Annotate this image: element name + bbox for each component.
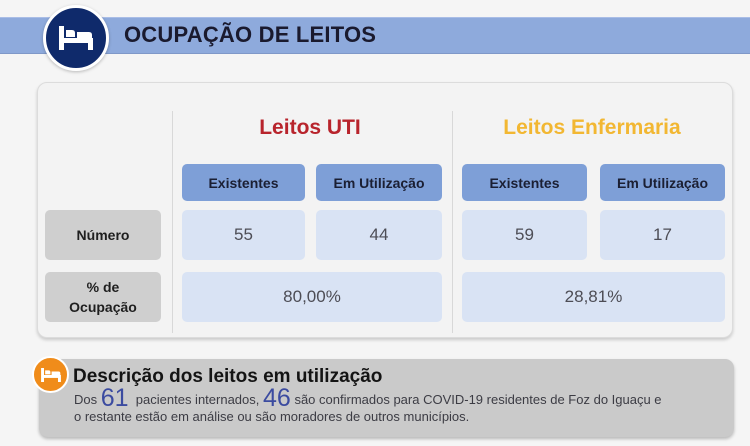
description-prefix: Dos [74, 392, 98, 407]
confirmed-count: 46 [263, 384, 291, 412]
uti-existentes-header: Existentes [182, 164, 305, 201]
row-label-numero: Número [45, 210, 161, 260]
enfermaria-existentes-value: 59 [462, 210, 587, 260]
header-badge [43, 5, 109, 71]
uti-em-utilizacao-header: Em Utilização [316, 164, 442, 201]
description-line2: o restante estão em análise ou são morad… [74, 409, 470, 424]
row-label-ocupacao: % de Ocupação [45, 272, 161, 322]
uti-ocupacao-value: 80,00% [182, 272, 442, 322]
description-suffix: são confirmados para COVID-19 residentes… [294, 392, 662, 407]
beds-table-card: Leitos UTI Leitos Enfermaria Existentes … [37, 82, 733, 338]
description-badge [32, 356, 69, 393]
uti-group-title: Leitos UTI [259, 116, 361, 139]
description-text: Dos 61 pacientes internados, 46 são conf… [74, 386, 724, 425]
uti-em-utilizacao-value: 44 [316, 210, 442, 260]
bed-icon [59, 26, 93, 50]
header-band [0, 17, 750, 54]
enfermaria-existentes-header: Existentes [462, 164, 587, 201]
row-label-ocupacao-line2: Ocupação [69, 299, 137, 315]
total-patients-count: 61 [100, 384, 129, 412]
description-mid: pacientes internados, [135, 392, 260, 407]
enfermaria-ocupacao-value: 28,81% [462, 272, 725, 322]
column-divider [452, 111, 453, 333]
bed-icon [40, 367, 61, 382]
description-box [39, 359, 734, 437]
enfermaria-group-title: Leitos Enfermaria [503, 116, 681, 139]
enfermaria-em-utilizacao-value: 17 [600, 210, 725, 260]
description-title: Descrição dos leitos em utilização [73, 366, 383, 387]
column-divider [172, 111, 173, 333]
row-label-ocupacao-line1: % de [86, 279, 120, 295]
page-title: OCUPAÇÃO DE LEITOS [124, 22, 377, 47]
enfermaria-em-utilizacao-header: Em Utilização [600, 164, 725, 201]
uti-existentes-value: 55 [182, 210, 305, 260]
